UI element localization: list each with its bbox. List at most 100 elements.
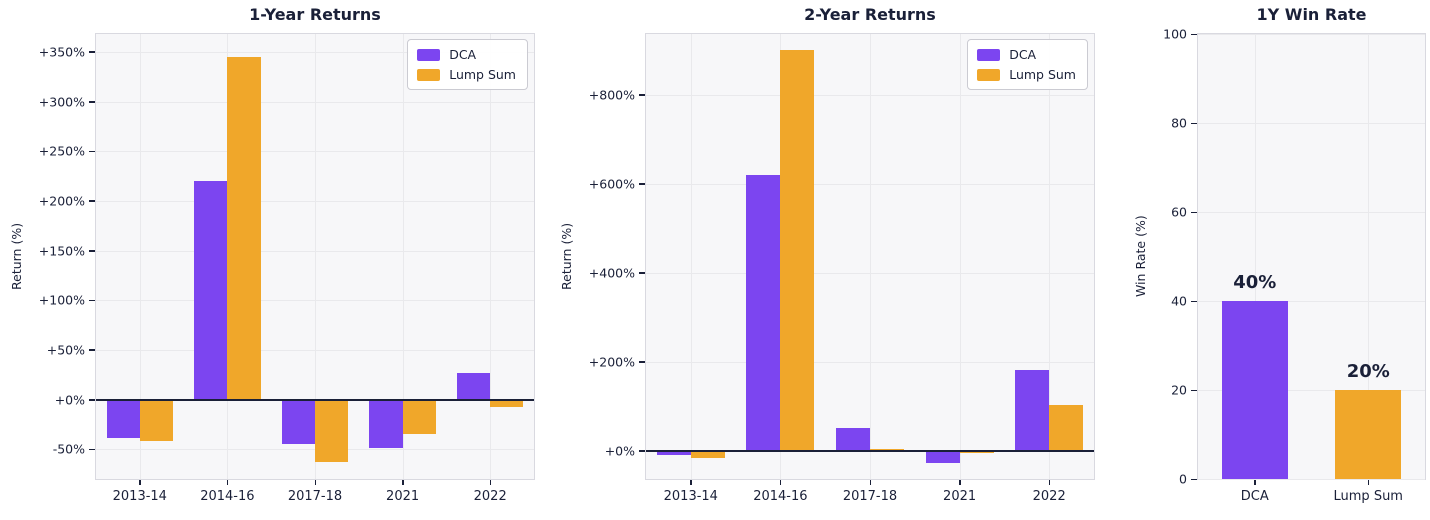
x-tick-label-2017-18: 2017-18 bbox=[287, 489, 343, 504]
legend-label-lump-sum: Lump Sum bbox=[1009, 67, 1076, 82]
chart-title: 1Y Win Rate bbox=[1256, 5, 1367, 24]
y-tick-mark bbox=[89, 101, 95, 103]
v-gridline bbox=[315, 34, 316, 479]
bar-dca-2021 bbox=[369, 399, 403, 449]
bar-dca-2021 bbox=[925, 450, 960, 463]
lump-sum-color-swatch bbox=[417, 68, 441, 81]
bar-win-rate-dca bbox=[1221, 301, 1288, 479]
y-tick-label: +250% bbox=[38, 143, 85, 159]
y-tick-mark bbox=[639, 272, 645, 274]
x-tick-label-2022: 2022 bbox=[473, 489, 507, 504]
legend-item-lump-sum: Lump Sum bbox=[417, 67, 516, 82]
bar-lump-sum-2014-16 bbox=[227, 56, 261, 400]
bar-dca-2013-14 bbox=[656, 450, 691, 455]
bar-dca-2017-18 bbox=[835, 428, 870, 451]
bar-lump-sum-2022 bbox=[490, 399, 524, 408]
v-gridline bbox=[1254, 34, 1256, 479]
x-tick-label-2022: 2022 bbox=[1032, 489, 1066, 504]
x-tick-mark bbox=[1048, 480, 1051, 485]
lump-sum-color-swatch bbox=[977, 68, 1001, 81]
v-gridline bbox=[1368, 34, 1370, 479]
y-tick-mark bbox=[639, 450, 645, 452]
dca-color-swatch bbox=[417, 48, 441, 61]
y-tick-label: +100% bbox=[38, 292, 85, 308]
x-tick-mark bbox=[1367, 480, 1370, 485]
plot-area: DCA Lump Sum -50% +0% +50% +100% +150% +200% +… bbox=[39, 33, 535, 504]
x-tick-label-2017-18: 2017-18 bbox=[842, 489, 898, 504]
bar-dca-2017-18 bbox=[281, 399, 315, 445]
bar-dca-2013-14 bbox=[106, 399, 140, 439]
y-tick-mark bbox=[639, 94, 645, 96]
chart-title: 2-Year Returns bbox=[804, 5, 936, 24]
bar-dca-2022 bbox=[1015, 369, 1050, 451]
h-gridline bbox=[1198, 123, 1425, 124]
y-tick-mark bbox=[89, 349, 95, 351]
x-tick-mark bbox=[139, 480, 141, 485]
bar-dca-2014-16 bbox=[746, 174, 781, 451]
x-tick-mark bbox=[402, 480, 404, 485]
y-tick-label: +400% bbox=[588, 265, 635, 281]
h-gridline bbox=[1198, 390, 1425, 391]
v-gridline bbox=[402, 34, 404, 479]
y-tick-label: +50% bbox=[46, 342, 85, 358]
bar-lump-sum-2021 bbox=[959, 450, 994, 454]
y-tick-mark bbox=[1191, 389, 1197, 391]
bar-lump-sum-2013-14 bbox=[139, 399, 174, 442]
plot-area: DCA Lump Sum +0% +200% +400% +600% +800% 2013… bbox=[589, 33, 1095, 504]
y-tick-label: 0 bbox=[1179, 471, 1187, 487]
legend-item-lump-sum: Lump Sum bbox=[977, 67, 1076, 82]
x-tick-mark bbox=[314, 480, 316, 485]
zero-line bbox=[96, 398, 534, 401]
y-tick-label: +150% bbox=[38, 243, 85, 259]
bar-lump-sum-2013-14 bbox=[690, 450, 725, 458]
y-tick-label: -50% bbox=[52, 441, 85, 457]
legend-item-dca: DCA bbox=[417, 47, 516, 62]
y-tick-mark bbox=[89, 51, 95, 53]
bar-dca-2014-16 bbox=[194, 181, 228, 400]
bar-lump-sum-2022 bbox=[1049, 404, 1084, 451]
chart-title: 1-Year Returns bbox=[249, 5, 381, 24]
y-tick-label: 20 bbox=[1171, 382, 1187, 398]
chart-1-year-returns: 1-Year Returns Return (%) DCA Lump Sum -… bbox=[9, 5, 535, 504]
legend-label-dca: DCA bbox=[449, 47, 477, 62]
y-tick-label: +600% bbox=[588, 176, 635, 192]
v-gridline bbox=[870, 34, 871, 479]
h-gridline bbox=[1198, 34, 1425, 35]
y-tick-label: +350% bbox=[38, 44, 85, 60]
h-gridline bbox=[1198, 301, 1425, 302]
plot-area: 0 20 40 60 80 100 DCA Lump Sum 40% 20% bbox=[1163, 27, 1426, 504]
x-tick-label-2014-16: 2014-16 bbox=[753, 489, 808, 504]
x-tick-mark bbox=[226, 480, 229, 485]
y-tick-mark bbox=[89, 250, 95, 252]
v-gridline bbox=[139, 34, 141, 479]
chart-1y-win-rate: 1Y Win Rate Win Rate (%) 0 20 40 60 80 100 DCA… bbox=[1133, 5, 1426, 504]
y-tick-label: +0% bbox=[54, 392, 85, 408]
bar-win-rate-lump-sum bbox=[1335, 390, 1402, 479]
bar-dca-2022 bbox=[456, 372, 491, 400]
x-tick-label-dca: DCA bbox=[1240, 489, 1269, 504]
y-tick-label: +200% bbox=[38, 193, 85, 209]
legend-label-dca: DCA bbox=[1009, 47, 1037, 62]
x-tick-label-2021: 2021 bbox=[943, 489, 977, 504]
y-tick-mark bbox=[89, 448, 95, 451]
y-tick-mark bbox=[1191, 300, 1197, 302]
legend-label-lump-sum: Lump Sum bbox=[449, 67, 516, 82]
h-gridline bbox=[1198, 212, 1425, 213]
bar-lump-sum-2017-18 bbox=[315, 399, 349, 463]
x-tick-mark bbox=[869, 480, 871, 485]
y-axis-label: Win Rate (%) bbox=[1133, 215, 1148, 298]
x-tick-mark bbox=[489, 480, 492, 485]
y-tick-label: +200% bbox=[588, 354, 635, 370]
y-tick-label: +0% bbox=[604, 443, 635, 459]
y-tick-mark bbox=[89, 200, 95, 202]
h-gridline bbox=[1198, 479, 1425, 480]
y-tick-mark bbox=[1191, 122, 1197, 124]
v-gridline bbox=[690, 34, 692, 479]
v-gridline bbox=[959, 34, 961, 479]
legend-item-dca: DCA bbox=[977, 47, 1076, 62]
v-gridline bbox=[490, 34, 492, 479]
x-tick-label-2013-14: 2013-14 bbox=[663, 489, 718, 504]
bar-value-label-lump-sum: 20% bbox=[1346, 361, 1390, 382]
x-tick-label-2013-14: 2013-14 bbox=[112, 489, 167, 504]
bar-lump-sum-2014-16 bbox=[780, 50, 815, 451]
